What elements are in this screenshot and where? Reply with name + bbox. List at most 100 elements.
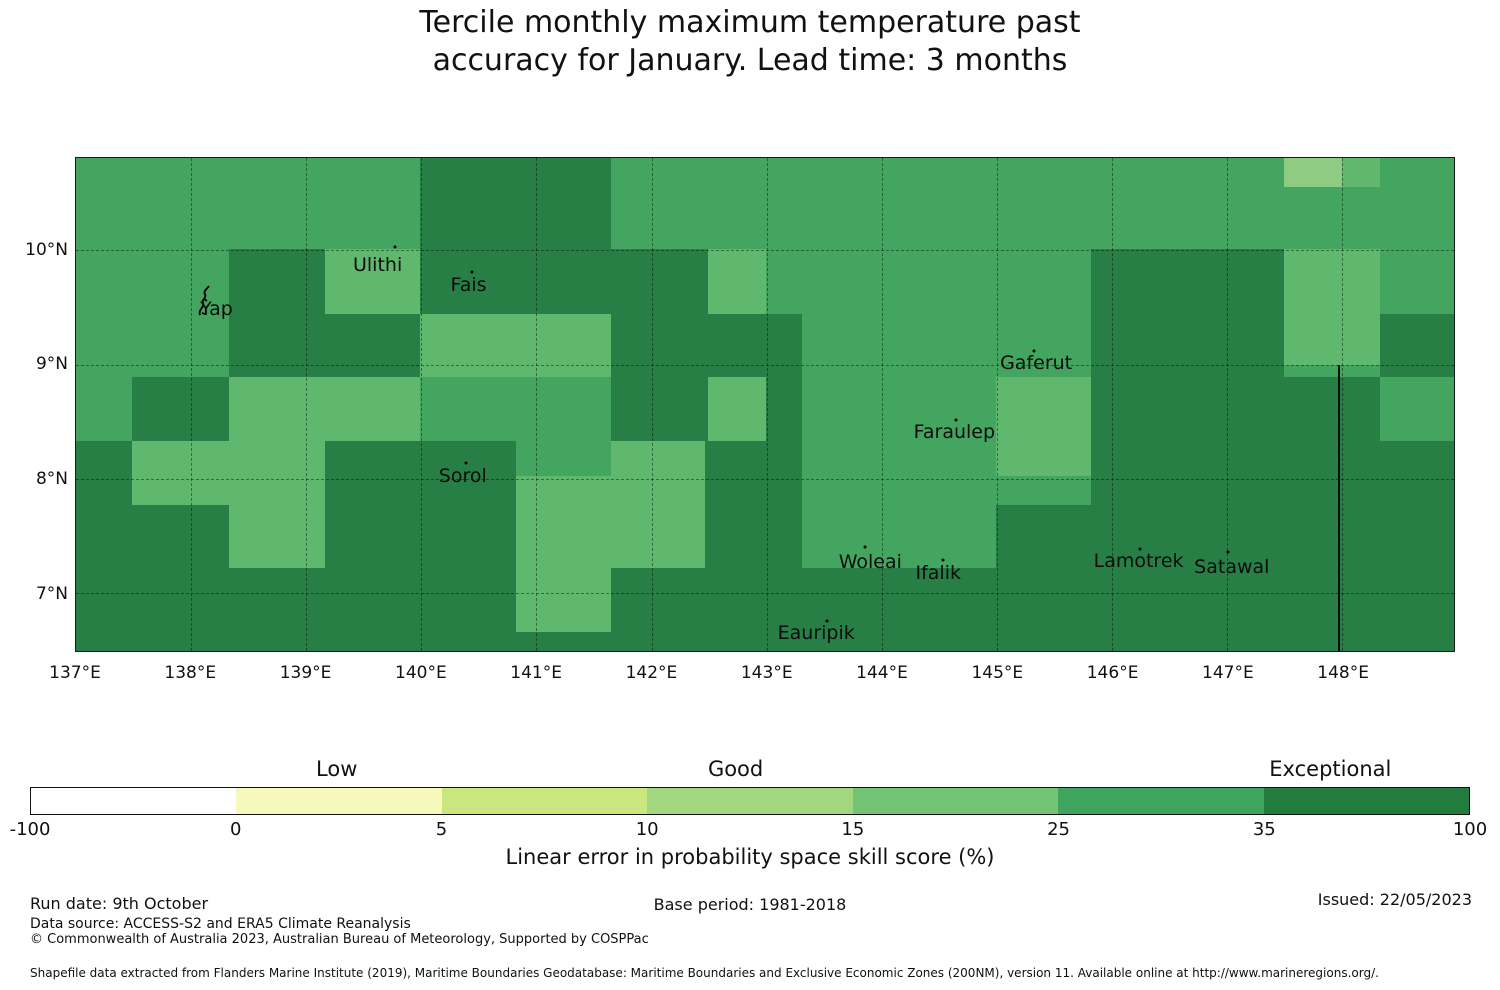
gridline-vertical <box>881 158 883 651</box>
map-cell <box>611 441 705 568</box>
maritime-boundary-line <box>1337 364 1340 651</box>
chart-title: Tercile monthly maximum temperature past… <box>0 4 1500 80</box>
map-cell <box>1091 249 1284 568</box>
colorbar-tick-label: 0 <box>229 819 242 840</box>
gridline-horizontal <box>76 364 1454 366</box>
island-label: Sorol <box>438 465 487 488</box>
map-cell <box>132 504 230 568</box>
colorbar-tick-label: 15 <box>841 819 865 840</box>
y-axis-tick-label: 8°N <box>35 468 68 489</box>
colorbar-swatch <box>441 788 648 814</box>
map-cell <box>704 441 803 568</box>
map-cell <box>515 631 612 651</box>
colorbar-swatch <box>647 788 853 814</box>
x-axis-tick-label: 144°E <box>856 663 908 683</box>
gridline-vertical <box>996 158 998 651</box>
chart-title-line2: accuracy for January. Lead time: 3 month… <box>432 43 1068 78</box>
y-axis-tick-label: 9°N <box>35 354 68 375</box>
map-cell <box>1283 249 1381 365</box>
map-cell <box>229 441 325 568</box>
map-cell <box>611 567 1454 651</box>
gridline-horizontal <box>76 250 1454 252</box>
island-label: Ulithi <box>352 254 403 277</box>
island-label: Ifalik <box>915 562 962 585</box>
map-cell <box>995 504 1092 568</box>
map-cell <box>1342 158 1381 187</box>
island-label: Faraulep <box>913 420 996 443</box>
map-cell <box>324 441 516 568</box>
gridline-vertical <box>536 158 538 651</box>
island-label: Eauripik <box>777 621 855 644</box>
yap-island-outline <box>198 285 210 316</box>
island-location-dot <box>1138 547 1142 551</box>
island-label: Gaferut <box>1000 352 1073 375</box>
footer-copyright: © Commonwealth of Australia 2023, Austra… <box>30 932 649 947</box>
gridline-vertical <box>651 158 653 651</box>
island-label: Lamotrek <box>1093 549 1184 572</box>
island-location-dot <box>464 461 468 465</box>
footer-issued-date: Issued: 22/05/2023 <box>1317 890 1472 909</box>
x-axis-tick-label: 143°E <box>740 663 793 683</box>
map-cell <box>229 377 421 442</box>
colorbar-swatch <box>1058 788 1264 814</box>
colorbar-tick-label: 10 <box>635 819 659 840</box>
island-location-dot <box>470 270 474 274</box>
island-location-dot <box>941 558 945 562</box>
map-cell <box>229 249 325 378</box>
map-cell <box>515 476 612 632</box>
island-label: Yap <box>200 297 233 320</box>
colorbar-tick-label: 100 <box>1452 819 1488 840</box>
colorbar-tick-label: -100 <box>9 819 51 840</box>
map-cell <box>611 249 708 441</box>
x-axis-tick-label: 142°E <box>625 663 678 683</box>
island-location-dot <box>825 619 829 623</box>
colorbar-category-label: Good <box>707 757 764 781</box>
y-axis-tick-label: 10°N <box>25 239 68 260</box>
map-cell <box>708 314 803 378</box>
island-location-dot <box>954 418 958 422</box>
colorbar-category-label: Low <box>316 757 358 781</box>
y-axis-tick-label: 7°N <box>35 583 68 604</box>
gridline-horizontal <box>76 478 1454 480</box>
x-axis-tick-label: 141°E <box>510 663 562 683</box>
island-location-dot <box>1226 550 1230 554</box>
footer-base-period: Base period: 1981-2018 <box>653 895 847 914</box>
island-label: Woleai <box>838 550 902 573</box>
map-cell <box>1283 158 1343 187</box>
colorbar-tick-label: 5 <box>435 819 448 840</box>
x-axis-tick-label: 137°E <box>49 663 101 683</box>
colorbar-tick-labels: -100 0 5 10 15 25 35 100 <box>10 819 1488 841</box>
y-axis-tick-labels: 10°N 9°N 8°N 7°N <box>0 157 68 652</box>
gridline-vertical <box>1227 158 1229 651</box>
x-axis-tick-label: 140°E <box>395 663 447 683</box>
map-cell <box>324 314 421 378</box>
gridline-vertical <box>1112 158 1114 651</box>
island-label: Fais <box>450 273 487 296</box>
map-cell <box>995 377 1092 477</box>
colorbar-tick-label: 25 <box>1047 819 1071 840</box>
footer-data-source: Data source: ACCESS-S2 and ERA5 Climate … <box>30 916 411 932</box>
x-axis-tick-label: 138°E <box>164 663 217 683</box>
map-plot-area: Yap Ulithi Fais Gaferut Faraulep Sorol Woleai I… <box>75 157 1455 652</box>
gridline-horizontal <box>76 592 1454 594</box>
map-cell <box>132 377 230 442</box>
gridline-vertical <box>421 158 423 651</box>
yap-island-shape <box>193 285 217 321</box>
x-axis-tick-label: 147°E <box>1202 663 1254 683</box>
gridline-vertical <box>766 158 768 651</box>
map-cell <box>1380 314 1454 378</box>
colorbar-category-labels: Low Good Exceptional <box>30 757 1470 785</box>
island-location-dot <box>863 545 867 549</box>
x-axis-tick-label: 139°E <box>279 663 332 683</box>
island-label: Satawal <box>1194 555 1270 578</box>
map-cell <box>420 158 612 315</box>
colorbar-axis-label: Linear error in probability space skill … <box>505 845 995 869</box>
colorbar-swatch <box>236 788 442 814</box>
x-axis-tick-label: 146°E <box>1086 663 1139 683</box>
map-cell <box>765 377 803 442</box>
map-cell <box>76 567 516 651</box>
island-location-dot <box>1032 349 1036 353</box>
gridline-vertical <box>191 158 193 651</box>
island-location-dot <box>393 245 397 249</box>
